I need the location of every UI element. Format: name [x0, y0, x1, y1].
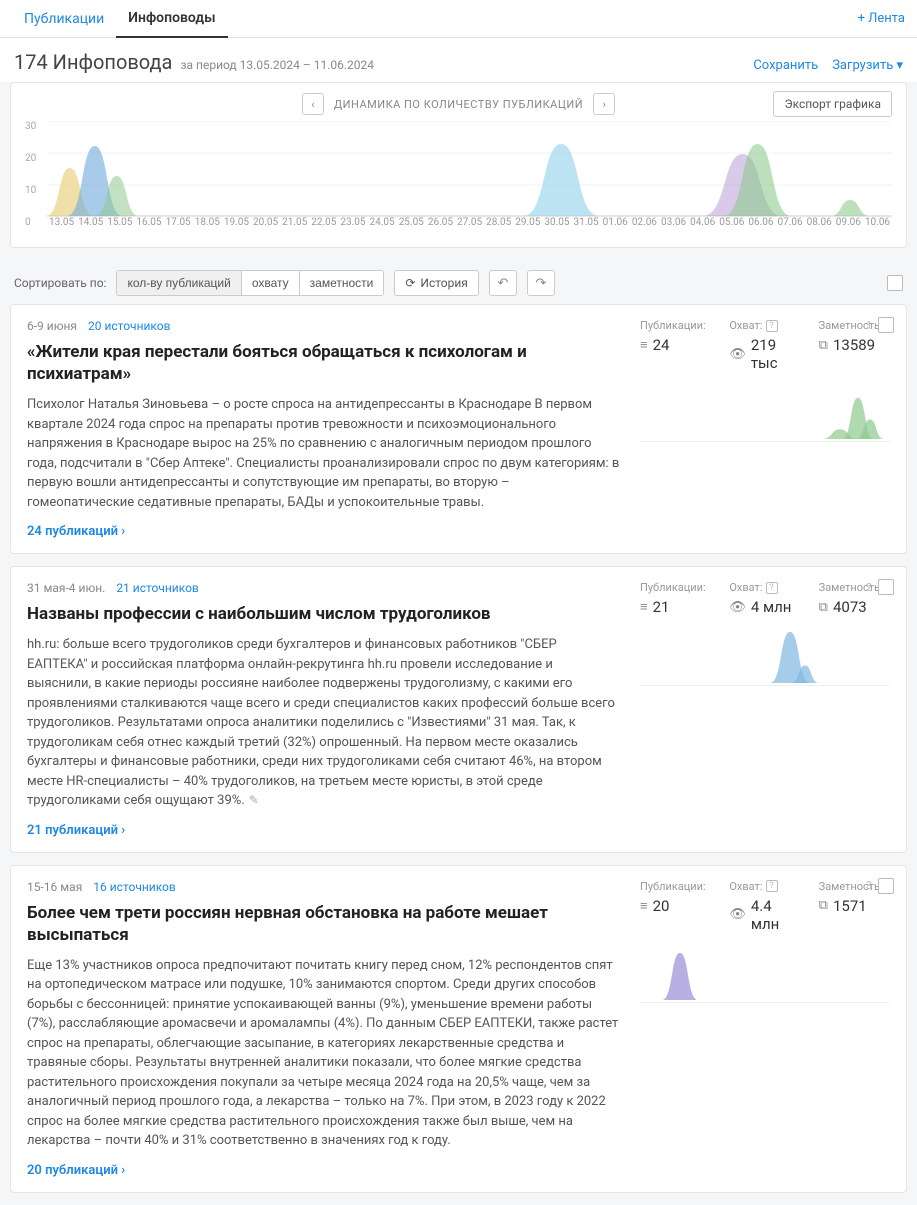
metric-pub-value: 20 — [653, 897, 670, 915]
card-body: Еще 13% участников опроса предпочитают п… — [27, 956, 620, 1151]
card-body: Психолог Наталья Зиновьева – о росте спр… — [27, 395, 620, 512]
export-chart-button[interactable]: Экспорт графика — [773, 91, 892, 117]
metric-reach-value: 219 тыс — [751, 336, 801, 372]
metric-reach-value: 4.4 млн — [751, 897, 801, 933]
result-count: 174 Инфоповода — [14, 50, 172, 74]
metric-vis-value: 1571 — [833, 897, 867, 915]
card-publications-link[interactable]: 20 публикаций — [27, 1163, 620, 1178]
metric-pub-label: Публикации: — [640, 880, 711, 893]
sort-by-visibility[interactable]: заметности — [300, 271, 384, 295]
help-icon[interactable]: ? — [766, 320, 778, 332]
card-sparkline — [640, 943, 890, 1003]
card-title[interactable]: Более чем трети россиян нервная обстанов… — [27, 902, 620, 946]
tab-publications[interactable]: Публикации — [12, 1, 116, 37]
metric-pub-label: Публикации: — [640, 581, 711, 594]
card-rank: 3 — [866, 879, 872, 892]
sort-segmented: кол-ву публикаций охвату заметности — [116, 270, 384, 296]
chart-icon: ⧉ — [819, 898, 828, 913]
list-icon: ≡ — [640, 599, 648, 615]
page-header: 174 Инфоповода за период 13.05.2024 – 11… — [0, 38, 917, 82]
card-meta: 31 мая-4 июн. 21 источников — [27, 581, 620, 595]
list-icon: ≡ — [640, 337, 648, 353]
chart-prev-button[interactable]: ‹ — [302, 93, 324, 115]
sort-by-pubcount[interactable]: кол-ву публикаций — [117, 271, 241, 295]
card-sources-link[interactable]: 21 источников — [116, 581, 198, 595]
infopovod-card: 6-9 июня 20 источников «Жители края пере… — [10, 304, 907, 554]
metric-reach-label: Охват: ? — [729, 319, 800, 332]
card-rank: 2 — [866, 581, 872, 594]
eye-icon: 👁 — [729, 600, 746, 615]
help-icon[interactable]: ? — [766, 880, 778, 892]
sort-by-reach[interactable]: охвату — [242, 271, 300, 295]
chart-icon: ⧉ — [819, 600, 828, 615]
card-date: 15-16 мая — [27, 880, 82, 894]
chart-svg — [25, 121, 892, 217]
infopovod-card: 31 мая-4 июн. 21 источников Названы проф… — [10, 566, 907, 853]
tabs-bar: Публикации Инфоповоды + Лента — [0, 0, 917, 38]
edit-icon[interactable]: ✎ — [249, 793, 259, 807]
card-checkbox[interactable] — [878, 317, 894, 333]
dynamics-chart-card: ‹ ДИНАМИКА ПО КОЛИЧЕСТВУ ПУБЛИКАЦИЙ › Эк… — [10, 82, 907, 248]
card-date: 31 мая-4 июн. — [27, 581, 105, 595]
card-checkbox[interactable] — [878, 579, 894, 595]
card-publications-link[interactable]: 24 публикаций — [27, 524, 620, 539]
metric-vis-value: 4073 — [833, 598, 867, 616]
metric-vis-value: 13589 — [833, 336, 875, 354]
infopovod-card: 15-16 мая 16 источников Более чем трети … — [10, 865, 907, 1193]
card-sparkline — [640, 382, 890, 442]
metric-reach-label: Охват: ? — [729, 880, 800, 893]
select-all-checkbox[interactable] — [887, 275, 903, 291]
period-label: за период 13.05.2024 – 11.06.2024 — [180, 58, 374, 72]
toolbar: Сортировать по: кол-ву публикаций охвату… — [0, 262, 917, 304]
eye-icon: 👁 — [729, 347, 746, 362]
chart-y-axis: 3020100 — [25, 121, 36, 249]
card-publications-link[interactable]: 21 публикаций — [27, 823, 620, 838]
card-title[interactable]: «Жители края перестали бояться обращатьс… — [27, 341, 620, 385]
card-checkbox[interactable] — [878, 878, 894, 894]
history-button[interactable]: ⟳История — [394, 270, 479, 296]
list-icon: ≡ — [640, 898, 648, 914]
metric-pub-label: Публикации: — [640, 319, 711, 332]
card-body: hh.ru: больше всего трудоголиков среди б… — [27, 635, 620, 811]
undo-button[interactable]: ↶ — [489, 270, 517, 296]
card-meta: 6-9 июня 20 источников — [27, 319, 620, 333]
help-icon[interactable]: ? — [766, 582, 778, 594]
card-sparkline — [640, 626, 890, 686]
chart-x-axis: 13.0514.0515.0516.0517.0518.0519.0520.05… — [25, 217, 892, 228]
redo-button[interactable]: ↷ — [527, 270, 555, 296]
eye-icon: 👁 — [729, 907, 746, 922]
metric-pub-value: 24 — [653, 336, 670, 354]
card-title[interactable]: Названы профессии с наибольшим числом тр… — [27, 603, 620, 625]
metric-pub-value: 21 — [653, 598, 670, 616]
tab-infopovody[interactable]: Инфоповоды — [116, 0, 227, 38]
sort-label: Сортировать по: — [14, 276, 106, 290]
metric-reach-value: 4 млн — [751, 598, 792, 616]
card-rank: 1 — [866, 319, 872, 332]
chart-next-button[interactable]: › — [593, 93, 615, 115]
card-meta: 15-16 мая 16 источников — [27, 880, 620, 894]
save-button[interactable]: Сохранить — [753, 58, 818, 73]
load-button[interactable]: Загрузить ▾ — [832, 58, 903, 73]
card-sources-link[interactable]: 20 источников — [88, 319, 170, 333]
chart-icon: ⧉ — [819, 338, 828, 353]
card-date: 6-9 июня — [27, 319, 77, 333]
chart-title: ДИНАМИКА ПО КОЛИЧЕСТВУ ПУБЛИКАЦИЙ — [334, 98, 583, 111]
add-feed-button[interactable]: + Лента — [858, 11, 905, 26]
metric-reach-label: Охват: ? — [729, 581, 800, 594]
card-sources-link[interactable]: 16 источников — [93, 880, 175, 894]
